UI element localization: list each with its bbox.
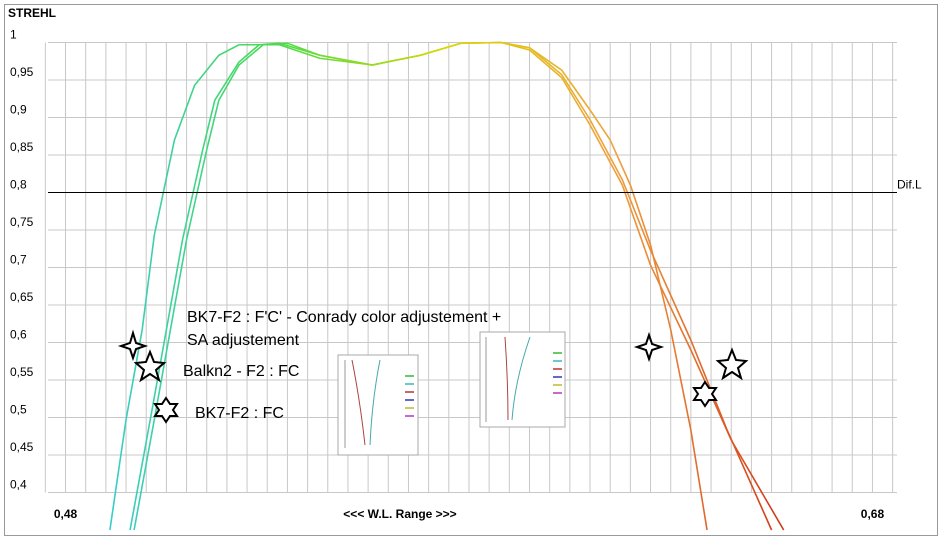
frame [4, 4, 938, 536]
annotation: SA adjustement [187, 332, 300, 349]
y-tick-label: 1 [10, 28, 17, 42]
y-tick-label: 0,4 [10, 478, 27, 492]
y-tick-label: 0,55 [10, 365, 34, 379]
inset [479, 331, 566, 428]
y-tick-label: 0,6 [10, 328, 27, 342]
y-tick-label: 0,9 [10, 103, 27, 117]
lines [109, 41, 785, 531]
inset [337, 354, 419, 456]
x-tick-label: 0,48 [54, 507, 78, 521]
y-tick-label: 0,65 [10, 290, 34, 304]
y-tick-label: 0,8 [10, 178, 27, 192]
annotation: BK7-F2 : F'C' - Conrady color adjustemen… [187, 309, 501, 326]
y-tick-label: 0,5 [10, 403, 27, 417]
reference-label: Dif.L [897, 178, 922, 192]
y-tick-label: 0,75 [10, 215, 34, 229]
annotation: Balkn2 - F2 : FC [183, 363, 299, 380]
x-axis-label: <<< W.L. Range >>> [343, 507, 456, 521]
x-tick-label: 0,68 [861, 507, 885, 521]
line [133, 41, 785, 531]
y-axis-label: STREHL [8, 6, 56, 20]
stars [117, 329, 749, 424]
y-tick-label: 0,45 [10, 440, 34, 454]
y-tick-label: 0,85 [10, 140, 34, 154]
y-tick-label: 0,7 [10, 253, 27, 267]
annotation: BK7-F2 : FC [195, 405, 284, 422]
y-tick-label: 0,95 [10, 65, 34, 79]
